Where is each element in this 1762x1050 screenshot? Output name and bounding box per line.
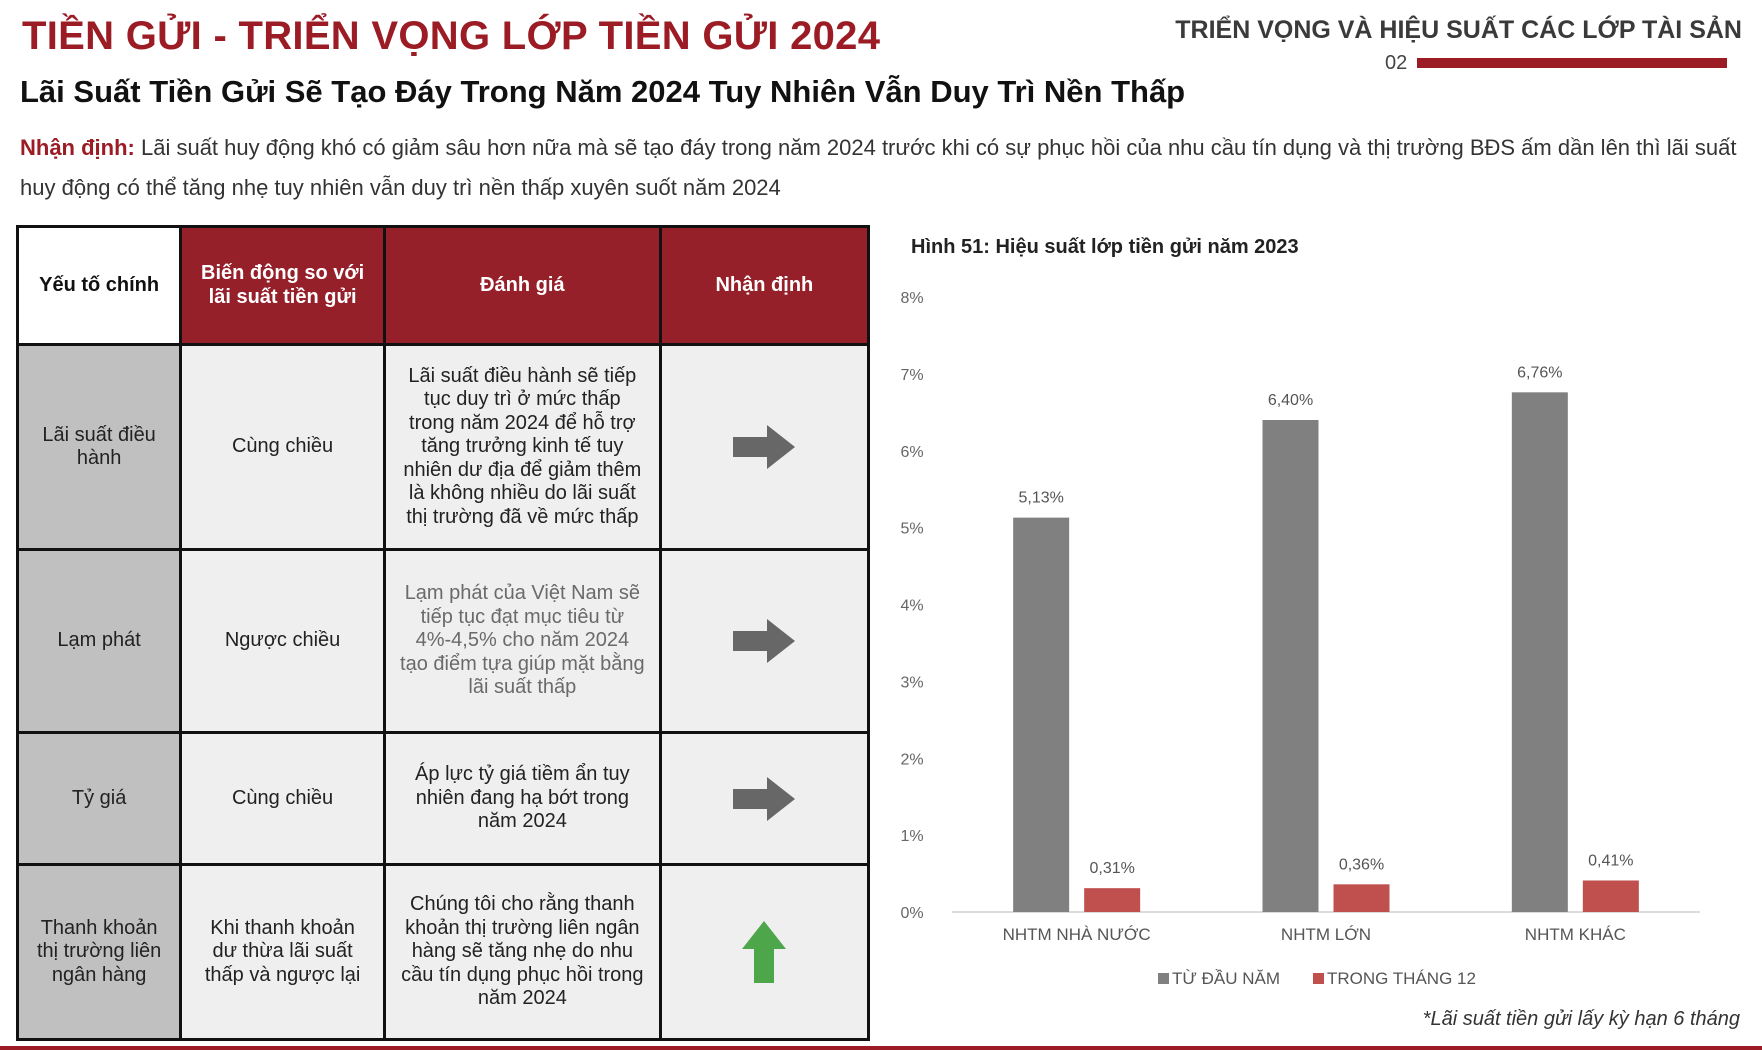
data-label: 5,13%: [1018, 490, 1063, 507]
y-tick-label: 7%: [900, 367, 923, 384]
factor-cell: Lãi suất điều hành: [15, 343, 183, 551]
table-header-row: Yếu tố chính Biến động so với lãi suất t…: [15, 225, 871, 346]
factor-table: Yếu tố chính Biến động so với lãi suất t…: [15, 225, 871, 1041]
header-direction: Biến động so với lãi suất tiền gửi: [179, 225, 386, 346]
legend-label: TỪ ĐẦU NĂM: [1172, 969, 1280, 988]
arrow-right-grey-icon: [733, 425, 796, 469]
legend-label: TRONG THÁNG 12: [1327, 969, 1476, 988]
bar: [1084, 888, 1141, 912]
data-label: 0,36%: [1339, 856, 1384, 873]
data-label: 6,40%: [1268, 392, 1313, 409]
page-subtitle: Lãi Suất Tiền Gửi Sẽ Tạo Đáy Trong Năm 2…: [20, 74, 1186, 109]
x-tick-label: NHTM KHÁC: [1525, 925, 1626, 944]
y-tick-label: 8%: [900, 290, 923, 307]
y-tick-label: 5%: [900, 521, 923, 538]
arrow-right-grey-icon: [733, 619, 796, 663]
section-number: 02: [1385, 52, 1408, 74]
legend-swatch: [1158, 973, 1169, 984]
assessment-cell: Lạm phát của Việt Nam sẽ tiếp tục đạt mụ…: [382, 548, 662, 734]
outlook-cell: [658, 863, 871, 1041]
y-tick-label: 4%: [900, 598, 923, 615]
direction-cell: Cùng chiều: [179, 731, 386, 866]
legend-swatch: [1313, 973, 1324, 984]
outlook-cell: [658, 548, 871, 734]
chart-footnote: *Lãi suất tiền gửi lấy kỳ hạn 6 tháng: [1422, 1008, 1740, 1030]
direction-cell: Cùng chiều: [179, 343, 386, 551]
arrow-right-grey-icon: [733, 776, 796, 821]
outlook-cell: [658, 343, 871, 551]
y-tick-label: 3%: [900, 674, 923, 691]
x-tick-label: NHTM NHÀ NƯỚC: [1003, 925, 1151, 944]
header-assessment: Đánh giá: [382, 225, 662, 346]
data-label: 0,41%: [1588, 852, 1633, 869]
y-tick-label: 6%: [900, 444, 923, 461]
y-tick-label: 2%: [900, 751, 923, 768]
bar: [1262, 420, 1319, 912]
y-tick-label: 1%: [900, 828, 923, 845]
y-tick-label: 0%: [900, 905, 923, 922]
header-factor: Yếu tố chính: [15, 225, 183, 346]
insight-text: Lãi suất huy động khó có giảm sâu hơn nữ…: [20, 135, 1737, 200]
factor-cell: Tỷ giá: [15, 731, 183, 866]
bar: [1013, 517, 1070, 912]
bar: [1333, 884, 1390, 912]
bar: [1511, 392, 1568, 912]
outlook-cell: [658, 731, 871, 866]
table-row: Thanh khoản thị trường liên ngân hàng Kh…: [15, 863, 871, 1041]
table-row: Lạm phát Ngược chiều Lạm phát của Việt N…: [15, 548, 871, 734]
bar: [1582, 880, 1639, 912]
page-title: TIỀN GỬI - TRIỂN VỌNG LỚP TIỀN GỬI 2024: [22, 14, 881, 58]
table-row: Lãi suất điều hành Cùng chiều Lãi suất đ…: [15, 343, 871, 551]
section-title: TRIỂN VỌNG VÀ HIỆU SUẤT CÁC LỚP TÀI SẢN: [1175, 16, 1742, 44]
direction-cell: Ngược chiều: [179, 548, 386, 734]
data-label: 6,76%: [1517, 364, 1562, 381]
arrow-up-green-icon: [742, 921, 787, 983]
assessment-cell: Lãi suất điều hành sẽ tiếp tục duy trì ở…: [382, 343, 662, 551]
chart-title: Hình 51: Hiệu suất lớp tiền gửi năm 2023: [911, 236, 1299, 258]
insight-paragraph: Nhận định: Lãi suất huy động khó có giảm…: [20, 128, 1742, 208]
bar-chart: 0% 1% 2% 3% 4% 5% 6% 7% 8% 5,13% 0,31% NHTM NHÀ NƯỚ…: [900, 290, 1700, 988]
data-label: 0,31%: [1089, 860, 1134, 877]
factor-cell: Thanh khoản thị trường liên ngân hàng: [15, 863, 183, 1041]
table-row: Tỷ giá Cùng chiều Áp lực tỷ giá tiềm ẩn …: [15, 731, 871, 866]
assessment-cell: Chúng tôi cho rằng thanh khoản thị trườn…: [382, 863, 662, 1041]
factor-cell: Lạm phát: [15, 548, 183, 734]
x-tick-label: NHTM LỚN: [1281, 925, 1371, 944]
insight-label: Nhận định:: [20, 135, 135, 160]
section-accent-bar: [1417, 58, 1727, 68]
direction-cell: Khi thanh khoản dư thừa lãi suất thấp và…: [179, 863, 386, 1041]
assessment-cell: Áp lực tỷ giá tiềm ẩn tuy nhiên đang hạ …: [382, 731, 662, 866]
bottom-rule: [0, 1046, 1762, 1050]
header-outlook: Nhận định: [658, 225, 871, 346]
